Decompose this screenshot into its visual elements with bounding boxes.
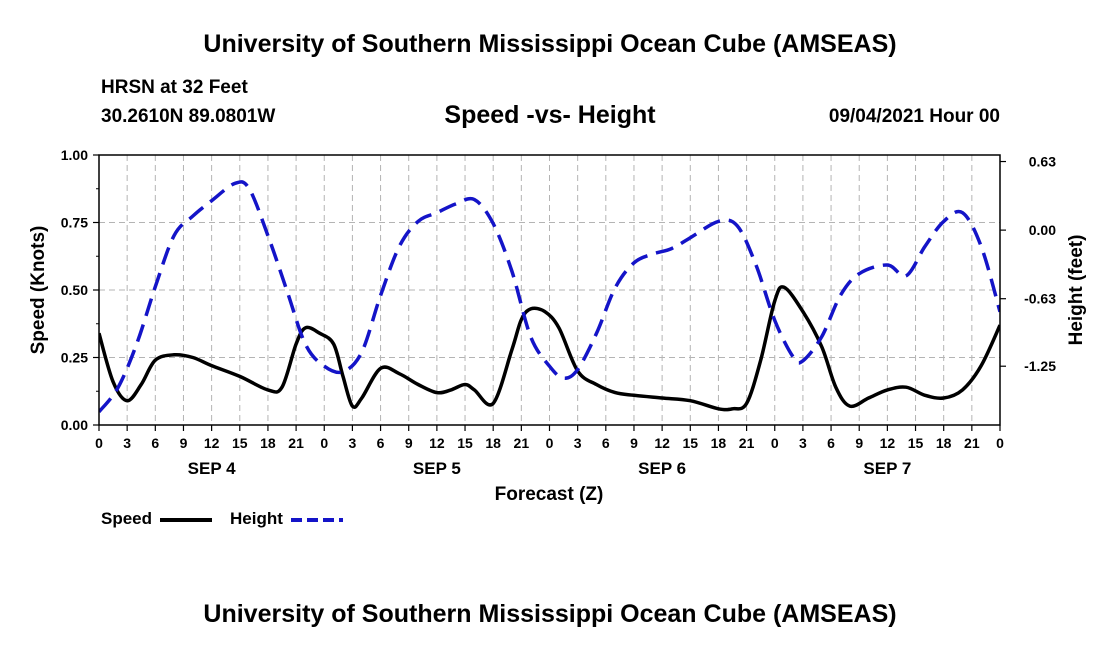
day-label: SEP 4 — [188, 459, 236, 478]
y-axis-label: Speed (Knots) — [28, 226, 49, 355]
x-tick-label: 21 — [288, 435, 304, 451]
x-tick-label: 12 — [429, 435, 445, 451]
forecast-datetime: 09/04/2021 Hour 00 — [828, 106, 1000, 127]
chart-title: Speed -vs- Height — [444, 101, 656, 129]
y2-axis-label: Height (feet) — [1066, 235, 1087, 346]
x-tick-label: 12 — [654, 435, 670, 451]
x-tick-label: 3 — [349, 435, 357, 451]
x-tick-label: 18 — [711, 435, 727, 451]
x-tick-label: 6 — [377, 435, 385, 451]
x-tick-label: 0 — [320, 435, 328, 451]
x-tick-label: 15 — [232, 435, 248, 451]
day-label: SEP 5 — [413, 459, 461, 478]
grid — [99, 155, 1000, 425]
y-tick-label: 0.25 — [61, 350, 88, 366]
x-tick-label: 12 — [880, 435, 896, 451]
y2-tick-label: -1.25 — [1024, 358, 1056, 374]
y-tick-label: 0.75 — [61, 215, 88, 231]
x-tick-label: 9 — [630, 435, 638, 451]
y-tick-label: 0.00 — [61, 417, 88, 433]
x-tick-label: 12 — [204, 435, 220, 451]
x-tick-label: 15 — [682, 435, 698, 451]
coordinates-label: 30.2610N 89.0801W — [101, 106, 276, 127]
y2-tick-label: -0.63 — [1024, 291, 1056, 307]
x-tick-label: 0 — [996, 435, 1004, 451]
x-tick-label: 3 — [799, 435, 807, 451]
legend-height-label: Height — [230, 509, 283, 528]
series-speed-line — [99, 285, 1000, 412]
station-label: HRSN at 32 Feet — [101, 77, 248, 98]
x-tick-label: 21 — [514, 435, 530, 451]
x-tick-label: 9 — [855, 435, 863, 451]
x-tick-label: 15 — [908, 435, 924, 451]
x-tick-label: 3 — [123, 435, 131, 451]
x-tick-label: 0 — [95, 435, 103, 451]
y2-tick-label: 0.00 — [1029, 222, 1056, 238]
y2-tick-label: 0.63 — [1029, 154, 1056, 170]
x-axis-label: Forecast (Z) — [495, 484, 604, 505]
series-height-line — [99, 180, 1000, 414]
x-tick-label: 18 — [260, 435, 276, 451]
x-tick-label: 3 — [574, 435, 582, 451]
legend-speed-label: Speed — [101, 509, 153, 528]
page-title: University of Southern Mississippi Ocean… — [203, 30, 897, 58]
x-tick-label: 21 — [739, 435, 755, 451]
y-tick-label: 1.00 — [61, 147, 88, 163]
x-tick-label: 6 — [602, 435, 610, 451]
x-tick-label: 9 — [180, 435, 188, 451]
x-tick-label: 18 — [936, 435, 952, 451]
x-tick-label: 6 — [827, 435, 835, 451]
x-tick-label: 21 — [964, 435, 980, 451]
footer-title: University of Southern Mississippi Ocean… — [203, 600, 897, 628]
x-tick-label: 0 — [771, 435, 779, 451]
y-tick-label: 0.50 — [61, 282, 88, 298]
ticks: 0 3 6 9 12 15 18 21 0 3 6 9 12 15 18 21 0 3 6 9 12 15 18 21 0 3 6 9… — [61, 147, 1056, 478]
day-label: SEP 6 — [638, 459, 686, 478]
x-tick-label: 15 — [457, 435, 473, 451]
x-tick-label: 0 — [546, 435, 554, 451]
day-label: SEP 7 — [863, 459, 911, 478]
series-layer — [99, 180, 1000, 414]
x-tick-label: 6 — [151, 435, 159, 451]
x-tick-label: 9 — [405, 435, 413, 451]
x-tick-label: 18 — [485, 435, 501, 451]
